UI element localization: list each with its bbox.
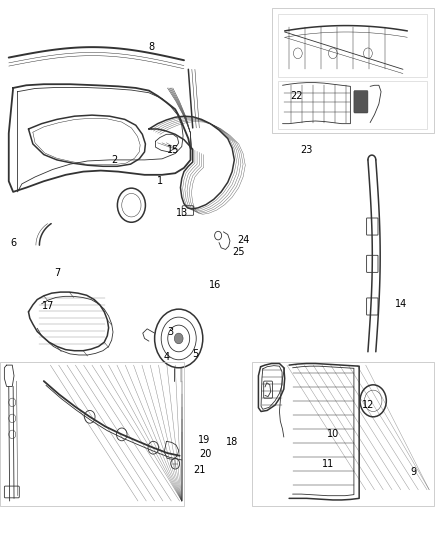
Text: 7: 7 xyxy=(54,268,60,278)
Text: 9: 9 xyxy=(411,467,417,477)
Text: 24: 24 xyxy=(237,235,249,245)
Text: 21: 21 xyxy=(193,465,205,475)
Circle shape xyxy=(174,333,183,344)
Text: 5: 5 xyxy=(192,350,198,359)
Text: 15: 15 xyxy=(167,146,179,155)
Text: 18: 18 xyxy=(226,438,238,447)
Text: 22: 22 xyxy=(291,91,303,101)
Text: 6: 6 xyxy=(10,238,16,247)
FancyBboxPatch shape xyxy=(354,91,368,113)
Text: 23: 23 xyxy=(300,146,313,155)
Text: 11: 11 xyxy=(322,459,335,469)
Text: 19: 19 xyxy=(198,435,210,445)
Text: 10: 10 xyxy=(327,430,339,439)
Text: 12: 12 xyxy=(362,400,374,410)
Text: 13: 13 xyxy=(176,208,188,218)
Text: 17: 17 xyxy=(42,302,54,311)
Text: 8: 8 xyxy=(148,42,154,52)
Text: 16: 16 xyxy=(208,280,221,290)
Text: 20: 20 xyxy=(200,449,212,459)
Text: 14: 14 xyxy=(395,299,407,309)
Text: 1: 1 xyxy=(157,176,163,186)
Text: 2: 2 xyxy=(111,155,117,165)
Text: 3: 3 xyxy=(168,327,174,336)
Text: 25: 25 xyxy=(233,247,245,256)
Text: 4: 4 xyxy=(163,352,170,362)
